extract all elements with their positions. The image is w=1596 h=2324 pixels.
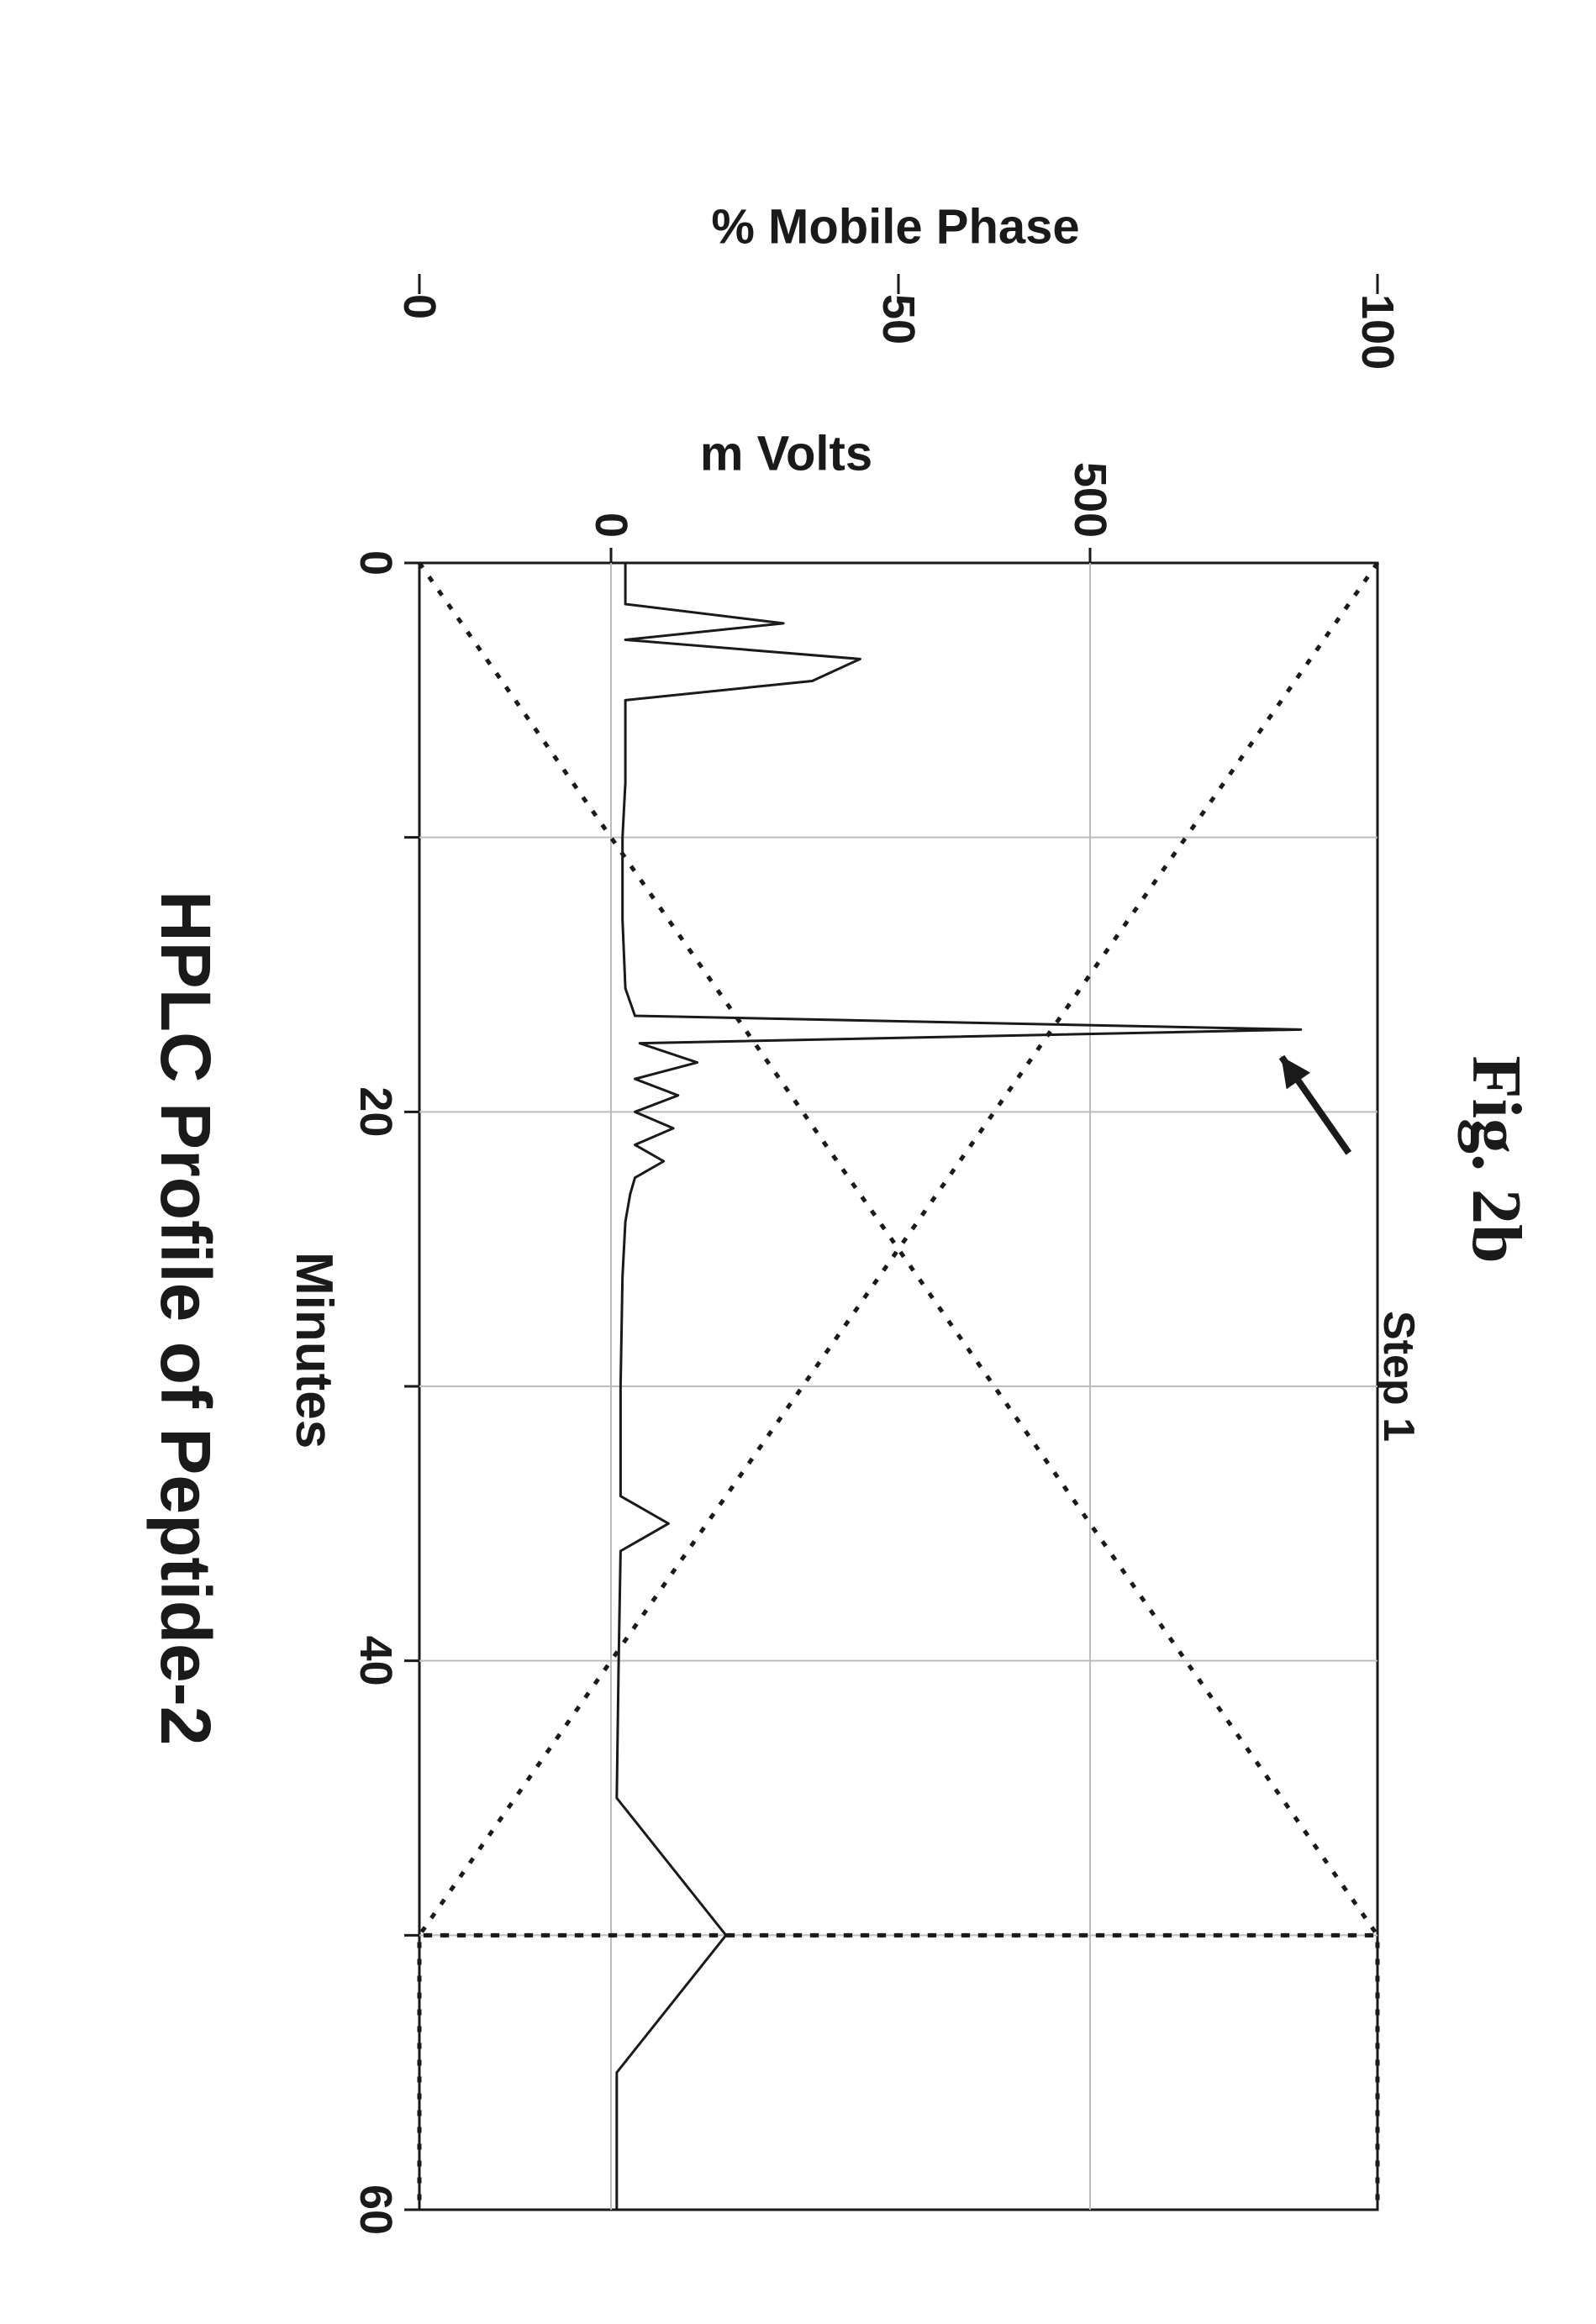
x-tick-label: 60 [350,2185,401,2235]
x-tick-label: 0 [350,550,401,576]
hplc-chart: 0 20 40 60 0 500 0 50 100 [50,50,1562,2269]
y-outer-tick-label: 100 [1352,294,1403,370]
y-left-tick-label: 500 [1065,462,1115,538]
y-outer-tick-label: 0 [394,294,445,319]
y-outer-tick-label: 50 [873,294,924,344]
y-left-tick-label: 0 [586,513,636,538]
x-tick-label: 20 [350,1086,401,1137]
x-tick-label: 40 [350,1636,401,1686]
